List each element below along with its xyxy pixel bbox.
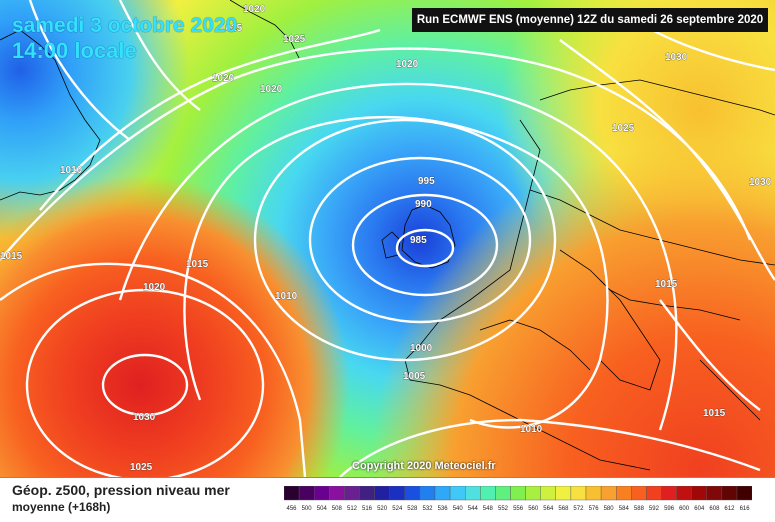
isobar-label: 985 <box>410 235 427 246</box>
legend-swatch <box>600 486 617 501</box>
legend-swatch <box>510 486 526 501</box>
legend-swatch <box>359 486 375 501</box>
legend-tick-label: 456 <box>286 506 297 512</box>
map-footer: Géop. z500, pression niveau mer moyenne … <box>0 477 775 522</box>
legend-tick-label: 504 <box>317 506 328 512</box>
legend-tick-label: 524 <box>392 506 403 512</box>
isobar-label: 1025 <box>130 462 153 473</box>
geopotential-map: 1020 1025 1025 1020 1020 1020 1030 1025 … <box>0 0 775 477</box>
isobar-label: 1020 <box>243 4 266 15</box>
legend-tick-label: 612 <box>724 506 735 512</box>
isobar-label: 1010 <box>60 165 83 176</box>
legend-tick-label: 576 <box>589 506 600 512</box>
legend-tick-label: 512 <box>347 506 358 512</box>
legend-swatch <box>329 486 345 501</box>
legend-tick-label: 552 <box>498 506 509 512</box>
legend-swatch <box>374 486 390 501</box>
isobar-label: 1025 <box>612 123 635 134</box>
isobar-label: 1030 <box>749 177 772 188</box>
legend-swatch <box>434 486 451 501</box>
legend-swatch <box>449 486 466 501</box>
isobar-label: 1000 <box>410 343 433 354</box>
isobar-label: 1015 <box>0 251 23 262</box>
legend-swatch <box>480 486 496 501</box>
legend-swatch <box>691 486 708 501</box>
legend-tick-label: 588 <box>634 506 645 512</box>
legend-swatch <box>676 486 692 501</box>
legend-swatch <box>464 486 481 501</box>
forecast-date: samedi 3 octobre 2020 <box>12 14 238 37</box>
legend-tick-label: 544 <box>468 506 479 512</box>
legend-tick-label: 580 <box>604 506 615 512</box>
legend-swatch <box>706 486 723 501</box>
legend-tick-label: 536 <box>438 506 449 512</box>
legend-tick-label: 528 <box>407 506 418 512</box>
legend-swatch <box>616 486 632 501</box>
isobar-label: 1020 <box>260 84 283 95</box>
legend-tick-label: 592 <box>649 506 660 512</box>
legend-swatch <box>736 486 752 501</box>
run-banner: Run ECMWF ENS (moyenne) 12Z du samedi 26… <box>412 8 768 32</box>
legend-swatch <box>661 486 677 501</box>
legend-tick-label: 516 <box>362 506 373 512</box>
legend-tick-label: 596 <box>664 506 675 512</box>
isobar-label: 1020 <box>396 59 419 70</box>
isobars <box>0 0 775 477</box>
color-scale-legend: 456 500 504 508 512 516 520 524 528 532 536 540 544 5… <box>284 486 752 512</box>
isobar-label: 1015 <box>703 408 726 419</box>
isobar-label: 1015 <box>655 279 678 290</box>
isobar-label: 1020 <box>212 73 235 84</box>
legend-tick-label: 500 <box>302 506 313 512</box>
isobar-label: 1020 <box>143 282 166 293</box>
legend-swatch <box>721 486 738 501</box>
legend-tick-label: 520 <box>377 506 388 512</box>
legend-swatch <box>646 486 662 501</box>
isobar-label: 1025 <box>283 34 306 45</box>
copyright-notice: Copyright 2020 Meteociel.fr <box>352 460 496 472</box>
legend-tick-label: 560 <box>528 506 539 512</box>
legend-swatch <box>419 486 436 501</box>
isobar-label: 1015 <box>186 259 209 270</box>
isobar-label: 1010 <box>520 424 543 435</box>
legend-tick-label: 568 <box>558 506 569 512</box>
legend-swatch <box>314 486 330 501</box>
isobar-label: 990 <box>415 199 432 210</box>
legend-swatch <box>525 486 541 501</box>
coastlines <box>0 0 775 471</box>
isobar-label: 1010 <box>275 291 298 302</box>
isobar-label: 1030 <box>665 52 688 63</box>
isobar-value-labels: 1020 1025 1025 1020 1020 1020 1030 1025 … <box>0 4 772 474</box>
isobar-label: 995 <box>418 176 435 187</box>
legend-swatch <box>284 486 300 501</box>
legend-swatch <box>631 486 647 501</box>
legend-tick-label: 556 <box>513 506 524 512</box>
legend-swatch <box>404 486 421 501</box>
legend-swatch <box>570 486 587 501</box>
isobar-label: 1025 <box>220 23 243 34</box>
legend-tick-label: 564 <box>543 506 554 512</box>
legend-swatch <box>298 486 315 501</box>
isobar-label: 1005 <box>403 371 426 382</box>
legend-swatch <box>585 486 602 501</box>
legend-swatch <box>555 486 572 501</box>
legend-swatch <box>540 486 557 501</box>
legend-tick-label: 604 <box>694 506 705 512</box>
legend-swatch <box>495 486 511 501</box>
legend-tick-label: 540 <box>453 506 464 512</box>
forecast-time: 14:00 locale <box>12 38 137 63</box>
legend-swatch <box>389 486 405 501</box>
legend-tick-label: 532 <box>422 506 433 512</box>
legend-tick-label: 548 <box>483 506 494 512</box>
legend-tick-label: 616 <box>740 506 751 512</box>
legend-tick-label: 572 <box>573 506 584 512</box>
legend-tick-label: 508 <box>332 506 343 512</box>
legend-tick-label: 584 <box>619 506 630 512</box>
parameter-title: Géop. z500, pression niveau mer <box>12 482 230 498</box>
legend-tick-label: 608 <box>709 506 720 512</box>
isobar-label: 1030 <box>133 412 156 423</box>
legend-tick-label: 600 <box>679 506 690 512</box>
parameter-subtitle: moyenne (+168h) <box>12 500 111 514</box>
legend-swatch <box>344 486 360 501</box>
